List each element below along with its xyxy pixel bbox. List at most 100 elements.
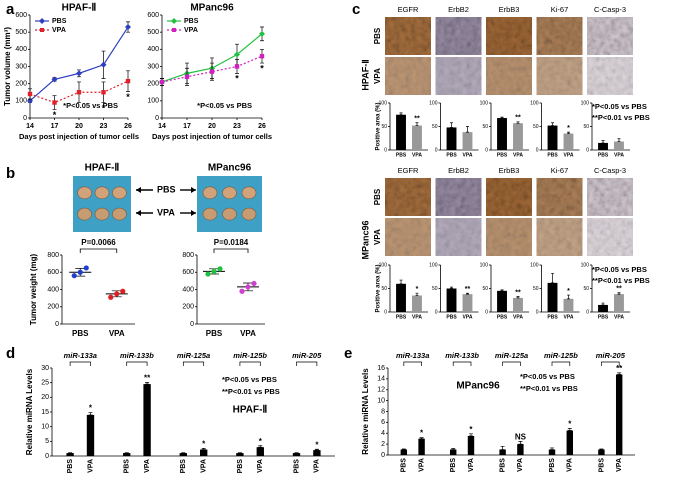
bracket <box>182 361 205 366</box>
bar <box>497 290 507 312</box>
y-tick-label: 16 <box>377 365 385 372</box>
y-tick-label: 100 <box>480 262 489 268</box>
legend-label: PBS <box>52 18 67 25</box>
point <box>217 266 223 272</box>
error-bar <box>551 122 555 126</box>
y-tick-label: 100 <box>581 100 590 106</box>
error-bar <box>617 292 621 295</box>
y-tick-label: 100 <box>429 100 438 106</box>
point <box>184 74 190 79</box>
error-bar <box>401 448 406 450</box>
x-tick-label: PBS <box>446 314 457 320</box>
x-tick-label: 20 <box>208 123 216 130</box>
y-tick-label: 0 <box>586 147 589 153</box>
y-tick-label: 0 <box>190 321 194 328</box>
point <box>205 271 211 277</box>
x-tick-label: 26 <box>124 123 132 130</box>
y-tick-label: 50 <box>381 124 387 130</box>
bar <box>614 294 624 312</box>
y-tick-label: 100 <box>147 98 159 105</box>
note: **P<0.01 vs PBS <box>592 113 650 122</box>
y-tick-label: 0 <box>384 309 387 315</box>
tumor <box>112 207 127 221</box>
legend-label: VPA <box>184 27 198 34</box>
arrow-label: VPA <box>157 207 175 217</box>
p-value: P=0.0066 <box>81 238 116 247</box>
y-tick-label: 600 <box>147 12 159 19</box>
y-tick-label: 100 <box>581 262 590 268</box>
bracket <box>403 361 422 366</box>
chart-title: EGFR <box>398 166 419 175</box>
y-axis-label: Positive area (%) <box>376 264 382 312</box>
note: *P<0.05 vs PBS <box>197 101 252 110</box>
x-tick-label: 17 <box>183 123 191 130</box>
category-label: miR-133a <box>396 351 429 360</box>
bar <box>563 133 574 150</box>
chart-title: HPAF-Ⅱ <box>62 3 97 14</box>
x-tick-label: VPA <box>614 314 624 320</box>
category-label: miR-125a <box>177 351 210 360</box>
row-label: PBS <box>373 188 382 205</box>
significance: * <box>53 110 57 120</box>
category-label: miR-125a <box>495 351 528 360</box>
bar <box>462 294 473 312</box>
y-tick-label: 0 <box>485 309 488 315</box>
x-tick-label: VPA <box>513 314 523 320</box>
bracket <box>296 361 318 366</box>
bar <box>446 127 457 150</box>
arrow-head <box>136 187 141 193</box>
y-tick-label: 20 <box>41 394 49 401</box>
x-tick-label: PBS <box>598 458 605 473</box>
panel-label: e <box>344 345 352 362</box>
point <box>101 90 106 95</box>
y-tick-label: 0 <box>536 309 539 315</box>
x-tick-label: PBS <box>598 314 609 320</box>
x-tick-label: VPA <box>201 459 208 473</box>
y-tick-label: 5 <box>45 438 49 445</box>
y-axis-label: Positive area (%) <box>376 102 382 150</box>
bar <box>86 414 95 456</box>
ihc-image <box>385 218 431 256</box>
ihc-image <box>435 17 482 55</box>
ihc-image <box>435 178 482 216</box>
y-tick-label: 200 <box>47 304 59 311</box>
error-bar <box>450 286 454 289</box>
y-tick-label: 100 <box>429 262 438 268</box>
y-tick-label: 200 <box>15 81 27 88</box>
x-tick-label: VPA <box>412 314 422 320</box>
chart-title: ErbB2 <box>448 5 469 14</box>
chart-title: MPanc96 <box>190 3 234 14</box>
note: *P<0.05 vs PBS <box>63 101 118 110</box>
error-bar <box>451 448 456 450</box>
bar <box>400 449 408 455</box>
x-tick-label: PBS <box>549 458 556 473</box>
note: *P<0.05 vs PBS <box>592 265 647 274</box>
panel-label: d <box>6 345 15 362</box>
y-tick-label: 0 <box>435 147 438 153</box>
error-bar <box>415 122 419 126</box>
chart-title: Ki-67 <box>551 166 569 175</box>
x-tick-label: PBS <box>401 458 408 473</box>
series-line <box>161 55 263 83</box>
tumor-photo <box>197 176 262 232</box>
x-tick-label: PBS <box>72 329 89 338</box>
bracket <box>551 361 571 366</box>
y-tick-label: 50 <box>533 124 539 130</box>
x-tick-label: VPA <box>314 459 321 473</box>
row-label: VPA <box>373 68 382 84</box>
y-tick-label: 50 <box>533 286 539 292</box>
point <box>125 24 131 31</box>
error-bar <box>201 448 206 450</box>
chart-title: Ki-67 <box>551 5 569 14</box>
panel-label: c <box>352 1 360 18</box>
x-tick-label: PBS <box>450 458 457 473</box>
x-tick-label: VPA <box>463 314 473 320</box>
ihc-image <box>536 17 583 55</box>
significance: ** <box>616 364 623 373</box>
bar <box>313 450 321 456</box>
point <box>76 70 82 77</box>
photo-title: HPAF-Ⅱ <box>85 163 120 174</box>
point <box>120 288 126 294</box>
point <box>234 51 240 58</box>
tumor <box>241 186 257 200</box>
